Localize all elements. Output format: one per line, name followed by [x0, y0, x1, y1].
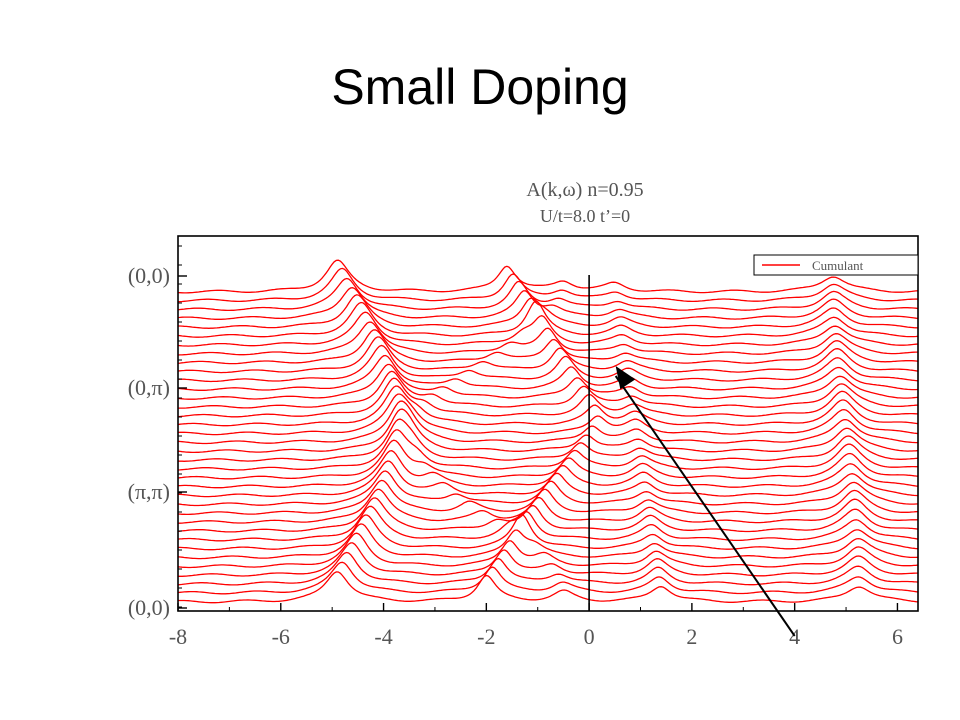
legend: Cumulant — [753, 254, 919, 276]
y-tick-label: (π,π) — [128, 479, 170, 504]
spectral-curve — [178, 377, 918, 418]
legend-label: Cumulant — [812, 258, 864, 273]
axis-ticks: -8 -6 -4 -2 0 2 4 6 (0,0) (0,π) (π,π) (0,0) — [128, 245, 903, 649]
x-tick-label: 2 — [686, 624, 697, 649]
spectral-curve — [178, 488, 918, 524]
spectral-curve — [178, 418, 918, 462]
spectral-curve — [178, 450, 918, 489]
x-tick-label: 6 — [892, 624, 903, 649]
x-tick-label: 4 — [789, 624, 800, 649]
spectral-curve — [178, 532, 918, 569]
spectral-curve — [178, 385, 918, 427]
spectral-curve — [178, 259, 918, 294]
legend-box — [753, 254, 919, 276]
spectral-curve — [178, 429, 918, 471]
spectral-curve — [178, 321, 918, 356]
arrow-shaft — [614, 375, 796, 637]
chart-subtitle: U/t=8.0 t’=0 — [540, 206, 630, 226]
spectral-curve — [178, 363, 918, 400]
spectral-curve — [178, 267, 918, 303]
spectral-curve — [178, 300, 918, 338]
spectral-curve — [178, 370, 918, 409]
spectral-curve — [178, 354, 918, 391]
y-tick-label: (0,0) — [128, 263, 170, 288]
annotation-arrow — [614, 366, 796, 637]
spectral-curve — [178, 479, 918, 516]
spectral-curve — [178, 344, 918, 383]
x-tick-label: 0 — [584, 624, 595, 649]
slide-title: Small Doping — [331, 59, 629, 115]
y-tick-label: (0,0) — [128, 595, 170, 620]
spectral-curve — [178, 561, 918, 595]
x-tick-label: -2 — [477, 624, 495, 649]
chart-title: A(k,ω) n=0.95 — [526, 179, 643, 201]
spectral-curve — [178, 497, 918, 533]
x-tick-label: -6 — [272, 624, 290, 649]
spectral-curve — [178, 311, 918, 347]
spectral-curve — [178, 551, 918, 586]
spectral-curve — [178, 329, 918, 365]
y-tick-label: (0,π) — [128, 375, 170, 400]
spectral-curve — [178, 277, 918, 312]
spectral-curve — [178, 294, 918, 329]
spectral-curve — [178, 408, 918, 454]
spectral-curve — [178, 505, 918, 542]
spectral-curve — [178, 542, 918, 577]
spectral-curve — [178, 439, 918, 480]
spectral-curves — [178, 259, 918, 604]
x-tick-label: -8 — [169, 624, 187, 649]
spectral-curve — [178, 393, 918, 436]
spectral-curve — [178, 470, 918, 507]
x-tick-label: -4 — [374, 624, 392, 649]
spectral-curve — [178, 571, 918, 604]
spectral-curve — [178, 400, 918, 445]
spectral-curve — [178, 513, 918, 551]
spectral-curve — [178, 336, 918, 374]
spectral-curve — [178, 287, 918, 320]
spectral-curve — [178, 523, 918, 560]
arrow-head — [615, 366, 636, 390]
plot-frame — [177, 235, 919, 612]
